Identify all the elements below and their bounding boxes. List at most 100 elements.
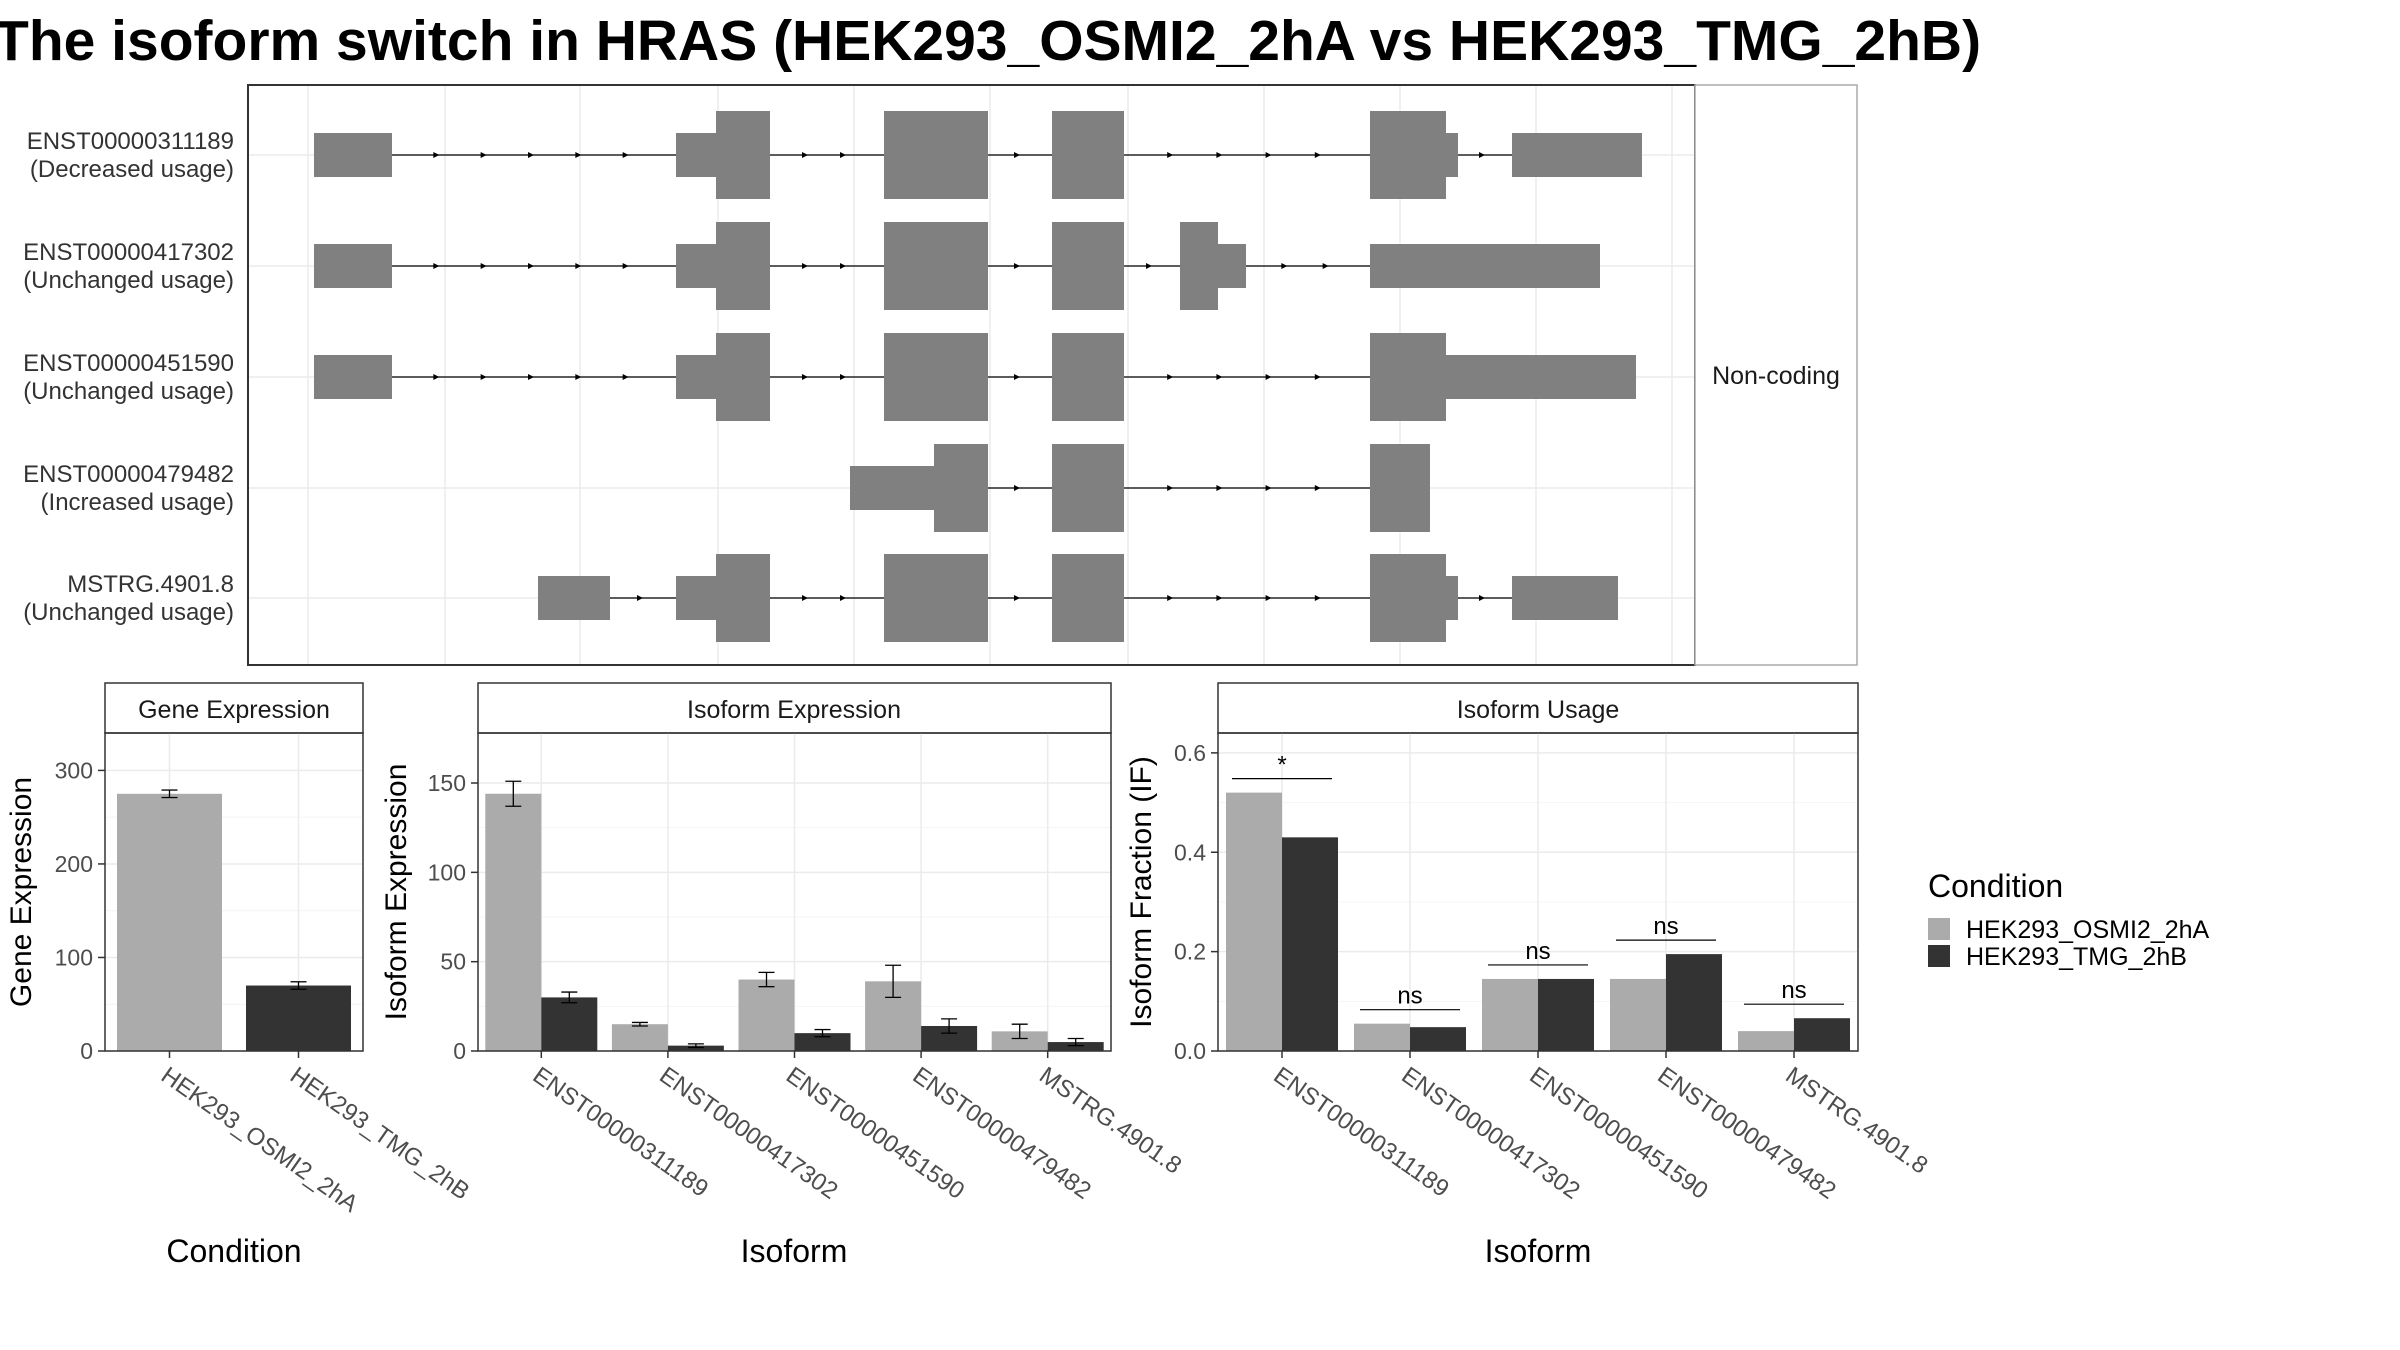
legend-title: Condition [1928,868,2063,904]
isoform-id-label: ENST00000417302 [23,239,234,266]
exon-block [850,466,934,510]
exon-block [1446,576,1458,620]
structure-strip [1694,84,1858,666]
bar [1794,1018,1850,1051]
gene-expression-strip-title: Gene Expression [138,696,330,724]
intron-direction-arrow [1314,595,1321,601]
exon-block [884,554,988,642]
intron-direction-arrow [840,374,846,380]
isoform-usage-strip-title: Isoform Usage [1457,696,1620,724]
isoform-usage-panel: Isoform Usage 0.00.20.40.6 *ENST000003111… [1125,682,1933,1269]
y-tick-label: 150 [428,770,466,796]
intron-direction-arrow [1479,595,1485,601]
y-tick-label: 50 [440,949,466,975]
isoform-expression-panel: Isoform Expression 050100150ENST00000311… [380,682,1186,1269]
exon-block [1180,222,1218,310]
intron-direction-arrow [622,374,629,380]
legend-swatch-cond1 [1928,918,1950,940]
significance-label: * [1277,752,1286,779]
exon-block [1052,222,1124,310]
figure-title: The isoform switch in HRAS (HEK293_OSMI2… [0,9,1982,73]
exon-block [676,133,716,177]
isoform-usage-label: (Decreased usage) [30,156,234,183]
isoform-expression-ylabel: Isoform Expression [380,764,413,1021]
exon-block [314,133,392,177]
exon-block [1052,554,1124,642]
exon-block [884,333,988,421]
transcript-track [314,333,1636,421]
y-tick-label: 0 [453,1038,466,1064]
exon-block [1370,444,1430,532]
intron-direction-arrow [480,152,487,158]
intron-direction-arrow [622,152,629,158]
intron-direction-arrow [480,374,487,380]
isoform-id-label: ENST00000479482 [23,461,234,488]
gene-expression-xlabel: Condition [166,1233,301,1269]
bar [1666,954,1722,1051]
bar [485,793,542,1051]
intron-direction-arrow [575,263,582,269]
gene-expression-plot-border [104,732,364,1052]
bar [1482,978,1538,1051]
intron-direction-arrow [1146,263,1152,269]
legend-label-cond2: HEK293_TMG_2hB [1966,943,2187,971]
bar [246,985,351,1051]
isoform-usage-plot-border [1217,732,1859,1052]
significance-label: ns [1781,977,1806,1004]
intron-direction-arrow [575,374,582,380]
isoform-usage-xlabel: Isoform [1485,1233,1592,1269]
isoform-id-label: ENST00000451590 [23,350,234,377]
bar [1282,837,1338,1051]
isoform-expression-strip-title: Isoform Expression [687,696,901,724]
exon-block [1052,333,1124,421]
exon-block [1218,244,1246,288]
significance-label: ns [1653,913,1678,940]
exon-block [1370,554,1446,642]
isoform-usage-ylabel: Isoform Fraction (IF) [1125,756,1158,1028]
intron-direction-arrow [1167,485,1174,491]
y-tick-label: 0.0 [1174,1038,1206,1064]
structure-panel: ENST00000311189(Decreased usage) ENST0000… [23,84,1858,666]
intron-direction-arrow [575,152,582,158]
intron-direction-arrow [528,152,534,158]
intron-direction-arrow [1014,485,1020,491]
exon-block [1370,244,1600,288]
intron-direction-arrow [1014,374,1020,380]
exon-block [1446,355,1636,399]
significance-label: ns [1397,983,1422,1010]
exon-block [314,244,392,288]
intron-direction-arrow [1167,374,1174,380]
exon-block [1370,333,1446,421]
bar [1738,1031,1794,1051]
intron-direction-arrow [1265,485,1272,491]
y-tick-label: 0.2 [1174,939,1206,965]
bar [1047,1042,1104,1051]
intron-direction-arrow [1216,152,1223,158]
intron-direction-arrow [1216,374,1223,380]
exon-block [676,355,716,399]
structure-strip-label: Non-coding [1712,362,1840,390]
exon-block [1512,576,1618,620]
isoform-id-label: MSTRG.4901.8 [67,571,234,598]
intron-direction-arrow [637,595,643,601]
y-tick-label: 100 [55,944,93,970]
exon-block [716,554,770,642]
y-tick-label: 0.4 [1174,839,1206,865]
gene-expression-strip [104,682,364,734]
intron-direction-arrow [1265,595,1272,601]
intron-direction-arrow [802,152,808,158]
significance-label: ns [1525,938,1550,965]
bar [1610,978,1666,1051]
transcript-track [850,444,1430,532]
intron-direction-arrow [433,263,440,269]
intron-direction-arrow [1265,152,1272,158]
bar [1410,1027,1466,1051]
bar [794,1033,851,1051]
isoform-expression-xlabel: Isoform [741,1233,848,1269]
intron-direction-arrow [1014,152,1020,158]
intron-direction-arrow [1281,263,1288,269]
exon-block [1446,133,1458,177]
intron-direction-arrow [433,374,440,380]
exon-block [676,576,716,620]
